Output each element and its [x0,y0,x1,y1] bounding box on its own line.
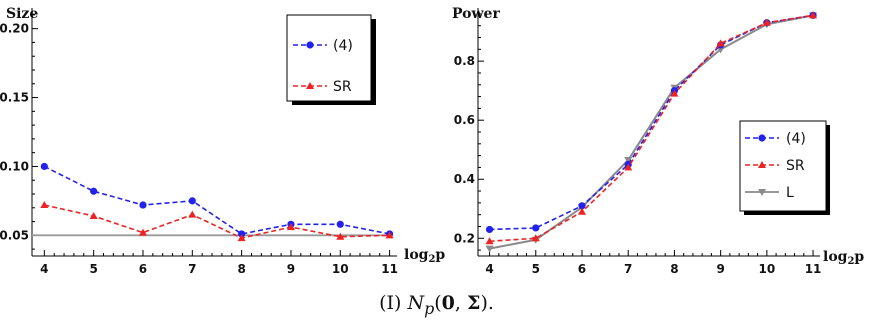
size-point-sr [385,231,394,239]
size-panel: Size log2p 0.05 0.10 0.15 0.20 4 5 6 7 8 9 10 11 (4… [0,6,445,276]
power-point-sr [762,18,771,26]
caption-close: ). [480,292,494,314]
power-y-tick-label: 0.6 [454,113,475,127]
size-point-sr [89,212,98,220]
power-point-sr [577,207,586,215]
size-title: Size [6,6,38,22]
caption-comma: , [454,292,467,314]
caption-sub: p [424,298,435,318]
size-x-tick-label: 4 [40,262,48,276]
power-series-line-sr [489,14,814,243]
size-point-eq4 [238,230,246,238]
power-point-sr [485,237,494,245]
power-point-sr [670,89,679,97]
power-point-sr [809,11,818,19]
size-point-eq4 [90,187,98,195]
power-point-sr [624,163,633,171]
caption-zero: 0 [441,292,455,314]
size-point-sr [188,210,197,218]
size-legend-label-sr: SR [333,79,352,95]
power-series-line-l [489,14,814,250]
power-x-tick-label: 10 [758,262,775,276]
power-y-tick-label: 0.2 [454,231,475,245]
size-x-tick-label: 6 [139,262,147,276]
size-x-tick-label: 8 [237,262,245,276]
size-x-tick-label: 11 [381,262,398,276]
size-xlabel: log2p [404,247,445,265]
power-xlabel: log2p [823,249,864,267]
power-title: Power [452,6,500,22]
size-legend-marker-4 [306,41,314,49]
power-legend-label-l: L [786,185,794,201]
power-x-tick-label: 6 [578,262,586,276]
size-y-tick-label: 0.20 [0,22,29,36]
size-legend-label-4: (4) [333,38,353,54]
power-y-tick-label: 0.8 [454,54,475,68]
size-point-eq4 [336,220,344,228]
size-point-sr [286,223,295,231]
size-y-tick-label: 0.10 [0,159,29,173]
size-marks: 0.05 0.10 0.15 0.20 4 5 6 7 8 9 10 11 [0,8,398,276]
size-point-sr [40,201,49,209]
power-point-eq4 [485,225,494,234]
power-x-tick-label: 8 [670,262,678,276]
caption-dist: N [407,292,425,314]
size-point-eq4 [139,201,147,209]
size-point-eq4 [40,162,48,171]
power-point-l [716,46,725,54]
size-x-tick-label: 7 [188,262,196,276]
size-legend-box [286,14,372,102]
size-x-tick-label: 10 [332,262,349,276]
size-point-sr [237,234,246,242]
power-legend-marker-sr [758,161,766,168]
power-legend-marker-4 [758,134,766,142]
figure: Size log2p 0.05 0.10 0.15 0.20 4 5 6 7 8 9 10 11 (4… [0,6,864,276]
size-legend: (4) SR [286,14,376,105]
caption-sigma: Σ [467,292,481,314]
power-panel: Power log2p 0.2 0.4 0.6 0.8 4 5 6 7 8 9 10 11 (4) S… [452,6,864,276]
size-series-line-sr [44,204,390,239]
power-x-tick-label: 7 [624,262,632,276]
power-marks: 0.2 0.4 0.6 0.8 4 5 6 7 8 9 10 11 [454,8,822,276]
size-point-eq4 [188,197,196,205]
power-point-l [485,245,494,253]
power-legend-label-4: (4) [786,131,806,147]
power-x-tick-label: 4 [485,262,493,276]
size-point-sr [138,228,147,236]
power-legend-label-sr: SR [786,158,805,174]
figure-caption: (I) Np(0, Σ). [0,292,873,318]
caption-prefix: (I) [379,292,408,314]
caption-open: ( [434,292,442,314]
power-legend-box [739,120,827,212]
power-x-tick-label: 11 [805,262,822,276]
size-y-tick-label: 0.15 [0,91,29,105]
power-legend: (4) SR L [739,120,830,215]
power-legend-marker-l [758,189,766,196]
power-point-eq4 [578,202,586,210]
size-point-sr [336,232,345,240]
size-legend-marker-sr [306,82,314,89]
size-series-line-eq4 [43,165,390,235]
power-point-sr [531,234,540,242]
power-point-eq4 [532,224,540,232]
size-x-tick-label: 5 [89,262,97,276]
power-point-sr [716,39,725,47]
size-x-tick-label: 9 [287,262,295,276]
power-y-tick-label: 0.4 [454,172,475,186]
power-x-tick-label: 9 [716,262,724,276]
size-y-tick-label: 0.05 [0,228,29,242]
power-x-tick-label: 5 [532,262,540,276]
power-point-l [624,157,633,165]
